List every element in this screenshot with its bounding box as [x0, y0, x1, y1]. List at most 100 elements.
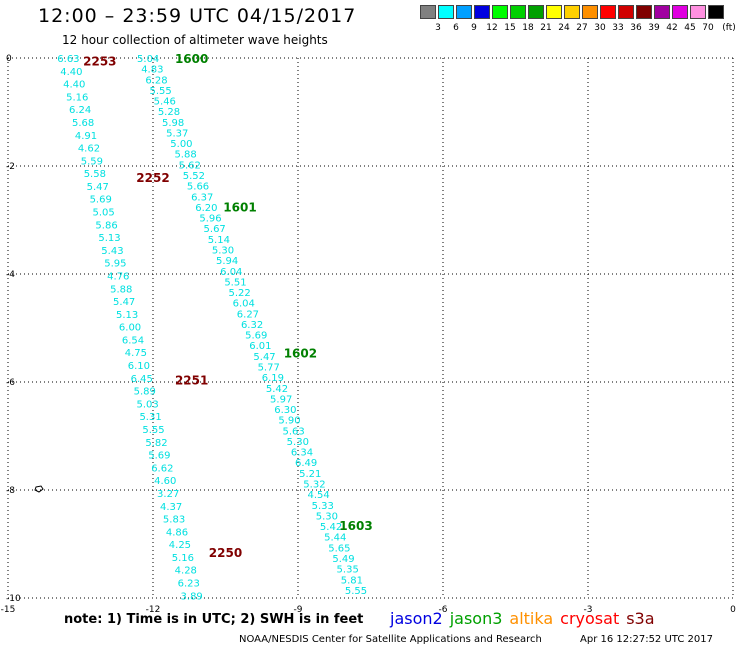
- swh-value-label: 5.96: [199, 214, 221, 225]
- swh-value-label: 5.97: [270, 394, 292, 405]
- swh-value-label: 5.98: [162, 118, 184, 129]
- lat-tick-label: 0: [6, 54, 12, 64]
- swh-value-label: 5.47: [87, 182, 109, 193]
- swh-value-label: 5.55: [142, 425, 164, 436]
- legend-label: 36: [630, 23, 642, 33]
- lon-tick-label: -9: [294, 605, 303, 615]
- swh-value-label: 5.30: [212, 245, 234, 256]
- swh-value-label: 5.83: [163, 515, 185, 526]
- swh-value-label: 5.46: [154, 97, 176, 108]
- swh-value-label: 5.13: [98, 233, 120, 244]
- swh-value-label: 4.75: [125, 348, 147, 359]
- swh-value-label: 5.63: [283, 426, 305, 437]
- satellite-altika: altika: [509, 609, 554, 628]
- swh-value-label: 5.14: [208, 235, 230, 246]
- satellite-s3a: s3a: [626, 609, 655, 628]
- legend-label: 33: [612, 23, 624, 33]
- swh-value-label: 4.28: [175, 566, 197, 577]
- legend-label: 12: [486, 23, 498, 33]
- pass-time-label: 1600: [175, 52, 208, 66]
- chart-subtitle: 12 hour collection of altimeter wave hei…: [62, 33, 328, 47]
- swh-value-label: 6.63: [57, 54, 79, 65]
- swh-value-label: 5.89: [134, 387, 156, 398]
- swh-value-label: 5.77: [258, 363, 280, 374]
- map-axes: -15 -12 -9 -6 -3 0 0 -2 -4 -6 -8 -10: [1, 54, 736, 615]
- swh-value-label: 6.30: [274, 405, 296, 416]
- swh-value-label: 4.76: [107, 271, 129, 282]
- legend-label: 30: [594, 23, 606, 33]
- legend-swatch: [420, 5, 436, 19]
- swh-value-label: 4.60: [154, 476, 176, 487]
- swh-value-label: 5.49: [332, 554, 354, 565]
- pass-time-label: 1602: [284, 346, 317, 360]
- swh-value-label: 5.44: [324, 533, 346, 544]
- legend-label: 39: [648, 23, 660, 33]
- swh-value-label: 5.42: [266, 384, 288, 395]
- swh-value-label: 5.55: [345, 586, 367, 597]
- island-outline: [34, 485, 44, 493]
- legend-swatch: [618, 5, 634, 19]
- swh-value-label: 4.37: [160, 502, 182, 513]
- legend-swatch: [510, 5, 526, 19]
- swh-value-label: 5.86: [95, 220, 117, 231]
- legend-label: 27: [576, 23, 588, 33]
- legend-swatch: [474, 5, 490, 19]
- swh-value-label: 4.40: [60, 67, 82, 78]
- lat-tick-label: -6: [6, 378, 15, 388]
- swh-value-label: 5.90: [278, 416, 300, 427]
- swh-value-label: 5.00: [170, 139, 192, 150]
- lat-tick-label: -4: [6, 270, 15, 280]
- pass-time-label: 1601: [223, 201, 256, 215]
- swh-value-label: 5.21: [299, 469, 321, 480]
- legend-swatch: [636, 5, 652, 19]
- swh-value-label: 5.47: [253, 352, 275, 363]
- swh-value-label: 5.35: [337, 565, 359, 576]
- legend-label: 70: [702, 23, 714, 33]
- swh-value-label: 5.30: [316, 511, 338, 522]
- swh-value-label: 6.00: [119, 323, 141, 334]
- swh-value-label: 4.54: [307, 490, 329, 501]
- swh-value-label: 5.16: [66, 92, 88, 103]
- legend-label: 9: [471, 23, 477, 33]
- swh-value-label: 4.40: [63, 80, 85, 91]
- swh-value-label: 6.34: [291, 448, 313, 459]
- legend-label: 21: [540, 23, 552, 33]
- swh-value-label: 5.88: [174, 150, 196, 161]
- swh-value-label: 5.47: [113, 297, 135, 308]
- legend-swatch: [654, 5, 670, 19]
- swh-value-label: 5.37: [166, 128, 188, 139]
- swh-value-label: 6.37: [191, 192, 213, 203]
- legend-label: 24: [558, 23, 570, 33]
- legend-label: 6: [453, 23, 459, 33]
- swh-value-label: 5.82: [145, 438, 167, 449]
- legend-swatch: [546, 5, 562, 19]
- swh-value-label: 4.83: [141, 65, 163, 76]
- chart-title: 12:00 – 23:59 UTC 04/15/2017: [38, 5, 357, 27]
- legend-swatch: [438, 5, 454, 19]
- swh-value-label: 4.91: [75, 131, 97, 142]
- swh-value-label: 6.28: [145, 75, 167, 86]
- swh-value-label: 5.81: [341, 575, 363, 586]
- lon-tick-label: -6: [439, 605, 448, 615]
- legend-unit: (ft): [722, 23, 736, 33]
- legend-label: 18: [522, 23, 534, 33]
- legend-swatch: [582, 5, 598, 19]
- swh-value-label: 5.94: [216, 256, 238, 267]
- legend-label: 15: [504, 23, 516, 33]
- swh-value-label: 4.62: [78, 144, 100, 155]
- swh-value-label: 6.45: [131, 374, 153, 385]
- pass-time-label: 2253: [83, 55, 116, 69]
- swh-value-label: 5.59: [81, 156, 103, 167]
- swh-value-label: 6.01: [249, 341, 271, 352]
- swh-value-label: 6.19: [262, 373, 284, 384]
- pass-time-label: 2251: [175, 373, 208, 387]
- swh-value-label: 5.62: [179, 160, 201, 171]
- units-note: note: 1) Time is in UTC; 2) SWH is in fe…: [64, 612, 364, 627]
- swh-value-label: 5.51: [224, 277, 246, 288]
- swh-value-label: 4.25: [169, 540, 191, 551]
- swh-value-label: 6.49: [295, 458, 317, 469]
- swh-value-label: 5.88: [110, 284, 132, 295]
- swh-value-label: 5.66: [187, 182, 209, 193]
- legend-swatch: [708, 5, 724, 19]
